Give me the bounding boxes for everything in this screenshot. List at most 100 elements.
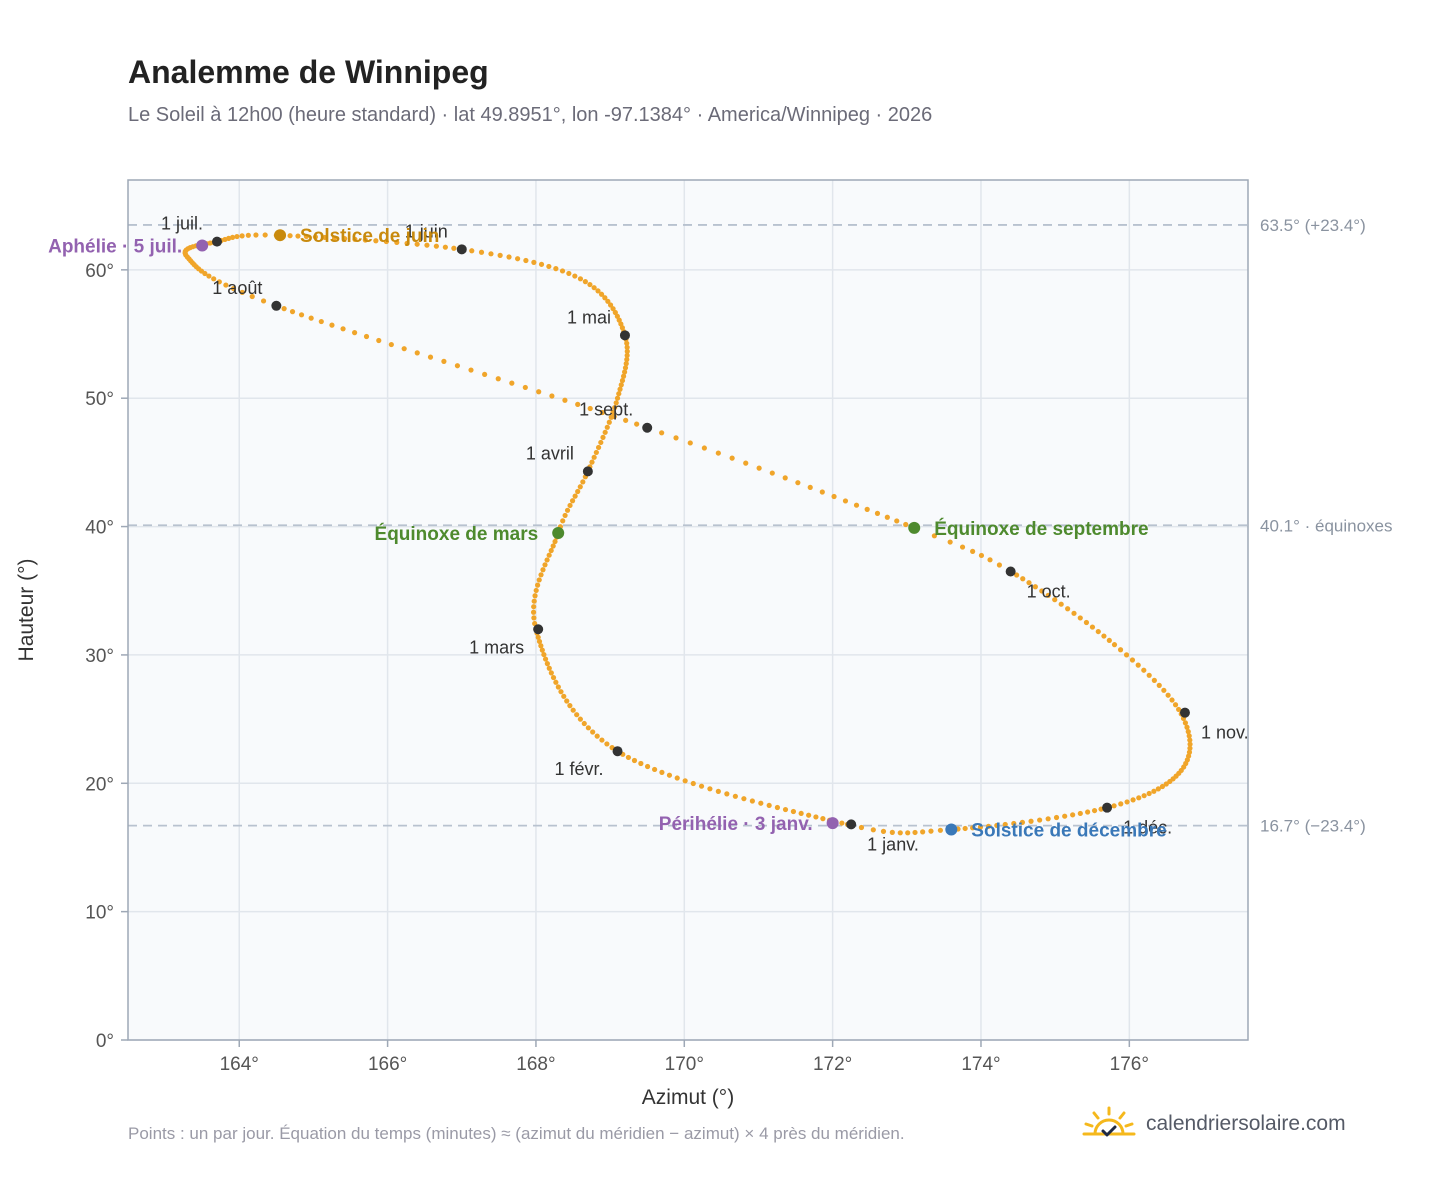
daily-point (1062, 813, 1068, 819)
daily-point (1111, 803, 1117, 809)
daily-point (1187, 741, 1193, 747)
daily-point (1156, 682, 1162, 688)
daily-point (819, 489, 825, 495)
daily-point (903, 521, 909, 528)
daily-point (1037, 817, 1043, 823)
daily-point (569, 498, 576, 504)
daily-point (621, 369, 628, 375)
daily-point (552, 538, 558, 545)
y-axis-label: Hauteur (°) (15, 559, 38, 662)
daily-point (523, 257, 529, 264)
daily-point (741, 796, 747, 802)
daily-point (414, 350, 420, 356)
daily-point (544, 557, 550, 563)
daily-point (562, 512, 568, 519)
special-point-label: Solstice de juin (300, 226, 439, 247)
daily-point (1077, 810, 1083, 817)
daily-point (611, 413, 617, 420)
daily-point (798, 810, 804, 817)
daily-point (253, 232, 259, 238)
daily-point (624, 352, 630, 359)
daily-point (1089, 624, 1096, 630)
y-tick-label: 50° (85, 389, 114, 410)
brand-logo[interactable]: calendriersolaire.com (1082, 1102, 1346, 1146)
daily-point (638, 760, 644, 767)
daily-point (623, 417, 629, 423)
grid-lines (128, 180, 1248, 1041)
chart-subtitle: Le Soleil à 12h00 (heure standard) · lat… (128, 104, 933, 126)
daily-point (373, 238, 379, 244)
daily-point (612, 404, 618, 411)
daily-point (612, 309, 618, 316)
daily-point (577, 276, 584, 282)
daily-point (970, 548, 976, 554)
special-point (552, 526, 565, 539)
daily-point (216, 279, 222, 285)
daily-point (562, 397, 568, 403)
daily-point (1151, 677, 1157, 683)
daily-point (947, 539, 953, 545)
month-label: 1 déc. (1123, 818, 1172, 838)
daily-point (535, 634, 541, 640)
daily-point (743, 460, 749, 466)
daily-point (561, 693, 567, 699)
daily-point (424, 242, 430, 248)
reference-line-label: 16.7° (−23.4°) (1260, 817, 1366, 836)
daily-point (806, 812, 812, 818)
month-label: 1 janv. (867, 834, 919, 854)
daily-point (538, 261, 545, 267)
daily-point (1130, 797, 1136, 803)
daily-point (617, 386, 623, 392)
month-label: 1 sept. (579, 400, 633, 420)
daily-point (874, 510, 881, 516)
month-marker (456, 244, 467, 255)
daily-point (1146, 672, 1152, 678)
y-tick-label: 0° (96, 1031, 114, 1052)
daily-point (549, 393, 555, 399)
daily-point (928, 828, 934, 834)
daily-point (1085, 809, 1091, 815)
daily-point (1053, 814, 1060, 821)
daily-point (567, 703, 573, 709)
daily-points (182, 232, 1193, 836)
daily-point (229, 234, 236, 241)
special-point-label: Périhélie · 3 janv. (659, 814, 813, 835)
x-tick-label: 168° (516, 1054, 555, 1075)
daily-point (842, 498, 849, 504)
daily-point (620, 373, 627, 379)
daily-point (1065, 606, 1071, 612)
month-marker (582, 466, 593, 477)
daily-point (839, 820, 845, 826)
special-point (908, 521, 921, 534)
daily-point (427, 354, 434, 360)
daily-point (749, 798, 755, 804)
daily-point (1169, 697, 1175, 703)
daily-point (506, 254, 512, 260)
daily-point (659, 430, 665, 436)
daily-point (206, 273, 212, 279)
daily-point (598, 439, 604, 446)
daily-point (766, 802, 772, 809)
daily-point (1129, 657, 1136, 663)
daily-point (659, 769, 665, 775)
daily-point (1045, 592, 1051, 598)
daily-point (1146, 790, 1152, 797)
daily-point (590, 729, 596, 735)
daily-point (559, 268, 566, 274)
daily-point (1123, 652, 1130, 658)
daily-point (1124, 799, 1130, 805)
daily-point (531, 604, 537, 610)
daily-point (454, 363, 461, 369)
daily-point (1155, 786, 1161, 792)
daily-point (482, 371, 488, 378)
daily-point (600, 434, 606, 441)
month-marker (212, 236, 223, 247)
daily-point (1151, 788, 1157, 794)
daily-point (652, 766, 658, 773)
daily-point (698, 783, 705, 789)
daily-point (574, 712, 580, 718)
daily-point (298, 312, 305, 318)
daily-point (1091, 807, 1098, 814)
daily-point (624, 356, 630, 363)
daily-point (729, 455, 735, 461)
